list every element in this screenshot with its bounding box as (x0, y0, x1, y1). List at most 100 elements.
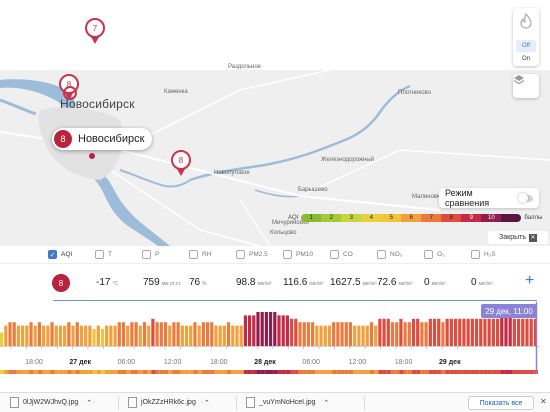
checkbox-icon[interactable] (330, 250, 339, 259)
chart-bar[interactable] (500, 315, 504, 346)
chart-bar[interactable] (399, 318, 403, 346)
chart-bar[interactable] (4, 325, 8, 346)
show-all-downloads-button[interactable]: Показать все (468, 396, 534, 410)
chart-bar[interactable] (458, 318, 462, 346)
chart-bar[interactable] (353, 325, 357, 346)
download-item[interactable]: jOkZZzHRk6c.jpg ⌃ (128, 397, 210, 408)
chart-bar[interactable] (504, 315, 508, 346)
chart-bar[interactable] (294, 318, 298, 346)
checkbox-icon[interactable] (424, 250, 433, 259)
chart-bar[interactable] (37, 322, 42, 346)
param-h2s[interactable]: H₂S (471, 250, 496, 259)
chart-bar[interactable] (470, 318, 474, 346)
chart-bar[interactable] (113, 325, 117, 346)
chart-bar[interactable] (369, 322, 374, 346)
chart-bar[interactable] (180, 325, 184, 346)
compare-mode-toggle[interactable] (518, 193, 533, 203)
chart-bar[interactable] (67, 322, 71, 346)
chart-bar[interactable] (210, 322, 214, 346)
chart-bar[interactable] (479, 318, 483, 346)
chart-bar[interactable] (437, 318, 441, 346)
chart-bar[interactable] (378, 318, 382, 346)
chart-bar[interactable] (105, 325, 109, 346)
map[interactable]: Новосибирск Раздольное Каменка Плотников… (0, 0, 550, 246)
chart-bar[interactable] (315, 325, 319, 346)
chart-bar[interactable] (117, 322, 121, 346)
chart-bar[interactable] (395, 322, 399, 346)
chart-bar[interactable] (336, 322, 340, 346)
chart-bar[interactable] (54, 325, 58, 346)
chart-bar[interactable] (453, 318, 458, 346)
checkbox-icon[interactable] (189, 250, 198, 259)
chart-bar[interactable] (302, 322, 306, 346)
close-icon[interactable]: ✕ (540, 397, 547, 406)
chart-bar[interactable] (474, 318, 479, 346)
map-marker[interactable]: 8 (171, 150, 191, 170)
chart-bar[interactable] (21, 325, 25, 346)
chart-bar[interactable] (323, 325, 327, 346)
chart-bar[interactable] (277, 315, 281, 346)
checkbox-icon[interactable] (236, 250, 245, 259)
chart-bar[interactable] (264, 312, 268, 346)
fire-on-button[interactable]: On (521, 56, 530, 62)
chart-bar[interactable] (71, 325, 75, 346)
chart-bar[interactable] (521, 318, 525, 346)
chart-bar[interactable] (218, 325, 222, 346)
chart-bar[interactable] (96, 325, 100, 346)
chart-bar[interactable] (508, 315, 512, 346)
chart-bar[interactable] (88, 325, 92, 346)
chart-bar[interactable] (176, 322, 180, 346)
chart-bar[interactable] (247, 315, 252, 346)
chart-bar[interactable] (134, 322, 138, 346)
aqi-history-chart[interactable]: 18:00 27 дек 06:00 12:00 18:00 28 дек 06:00 12:… (0, 302, 550, 374)
chart-bar[interactable] (495, 318, 500, 346)
chart-bar[interactable] (348, 322, 353, 346)
flame-icon[interactable] (519, 13, 533, 29)
chart-bar[interactable] (340, 322, 344, 346)
chart-bar[interactable] (462, 318, 466, 346)
chevron-up-icon[interactable]: ⌃ (86, 399, 93, 407)
chart-bar[interactable] (491, 318, 495, 346)
param-p[interactable]: P (142, 250, 159, 259)
chart-bar[interactable] (159, 322, 163, 346)
chart-bar[interactable] (63, 325, 67, 346)
param-t[interactable]: T (95, 250, 112, 259)
chart-bar[interactable] (466, 318, 470, 346)
checkbox-icon[interactable] (377, 250, 386, 259)
chart-bar[interactable] (390, 322, 395, 346)
chart-bar[interactable] (138, 325, 142, 346)
param-co[interactable]: CO (330, 250, 353, 259)
chart-bar[interactable] (311, 322, 315, 346)
checkbox-icon[interactable] (142, 250, 151, 259)
chart-bar[interactable] (420, 322, 424, 346)
layers-control[interactable] (513, 74, 539, 98)
chart-bar[interactable] (424, 322, 428, 346)
chart-bar[interactable] (483, 318, 487, 346)
chart-bar[interactable] (411, 318, 416, 346)
checkbox-icon[interactable] (471, 250, 480, 259)
chart-bar[interactable] (193, 322, 197, 346)
chart-bar[interactable] (403, 322, 407, 346)
chart-bar[interactable] (92, 329, 96, 346)
chart-bar[interactable] (235, 325, 239, 346)
chart-bar[interactable] (516, 318, 521, 346)
download-item[interactable]: _vuYmNoHceI.jpg ⌃ (246, 397, 329, 408)
chart-bar[interactable] (344, 322, 348, 346)
chart-bar[interactable] (214, 325, 218, 346)
chart-bar[interactable] (205, 322, 210, 346)
param-rh[interactable]: RH (189, 250, 211, 259)
chart-bar[interactable] (449, 318, 453, 346)
close-panel-button[interactable]: Закрыть ✕ (488, 231, 548, 244)
chart-bar[interactable] (29, 322, 33, 346)
chart-bar[interactable] (252, 315, 256, 346)
chart-bar[interactable] (42, 325, 46, 346)
chart-bar[interactable] (529, 318, 533, 346)
chevron-up-icon[interactable]: ⌃ (203, 399, 210, 407)
chart-bar[interactable] (12, 322, 16, 346)
param-o3[interactable]: O₃ (424, 250, 445, 259)
chart-bar[interactable] (8, 322, 12, 346)
chevron-up-icon[interactable]: ⌃ (323, 399, 330, 407)
chart-bar[interactable] (281, 315, 285, 346)
chart-bar[interactable] (327, 325, 332, 346)
chart-bar[interactable] (487, 318, 491, 346)
